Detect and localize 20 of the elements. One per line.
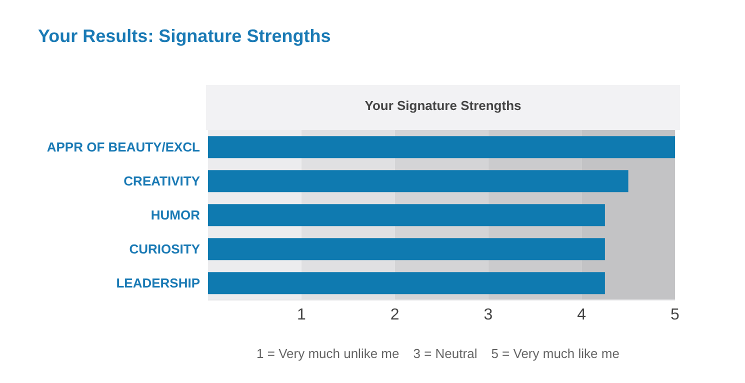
x-tick-label: 3 (484, 306, 493, 324)
y-tick-label: LEADERSHIP (116, 276, 200, 291)
bar (208, 136, 675, 158)
x-tick-label: 5 (670, 306, 680, 324)
y-tick-label: CURIOSITY (129, 242, 200, 257)
bar (208, 272, 605, 294)
text: 3 = Neutral (413, 346, 478, 361)
bar (208, 170, 628, 192)
y-tick-label: CREATIVITY (124, 174, 200, 189)
chart-subtitle: Your Signature Strengths (364, 98, 522, 113)
x-tick-label: 4 (577, 306, 586, 324)
x-tick-label: 2 (390, 306, 400, 324)
text: 5 = Very much like me (491, 346, 620, 361)
x-tick-label: 1 (296, 306, 306, 324)
text: 1 = Very much unlike me (256, 346, 400, 361)
bar (208, 238, 605, 260)
bar (208, 204, 605, 226)
chart-title: Your Results: Signature Strengths (38, 26, 331, 47)
y-tick-label: APPR OF BEAUTY/EXCL (46, 140, 200, 155)
y-tick-label: HUMOR (150, 208, 201, 223)
